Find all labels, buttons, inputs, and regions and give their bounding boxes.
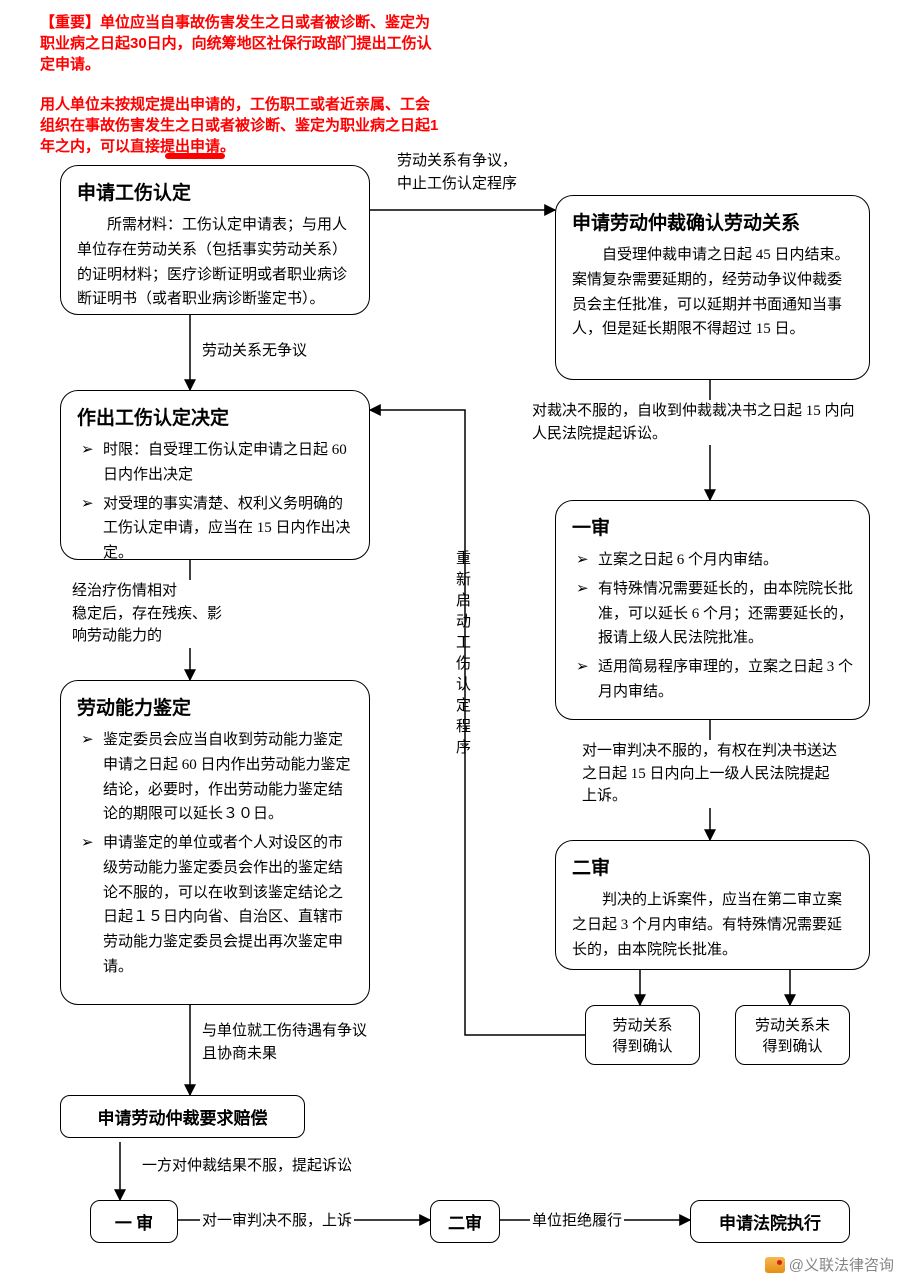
- node-arbitration-confirm: 申请劳动仲裁确认劳动关系 自受理仲裁申请之日起 45 日内结束。案情复杂需要延期…: [555, 195, 870, 380]
- node-relation-not-confirmed: 劳动关系未 得到确认: [735, 1005, 850, 1065]
- node-make-decision: 作出工伤认定决定 时限：自受理工伤认定申请之日起 60 日内作出决定 对受理的事…: [60, 390, 370, 560]
- node-court-enforce: 申请法院执行: [690, 1200, 850, 1243]
- edge-ruling-disagree: 对裁决不服的，自收到仲裁裁决书之日起 15 内向人民法院提起诉讼。: [530, 400, 870, 445]
- node-make-decision-title: 作出工伤认定决定: [77, 403, 353, 430]
- node-first-trial-left-title: 一 审: [115, 1214, 153, 1233]
- list-item: 鉴定委员会应当自收到劳动能力鉴定申请之日起 60 日内作出劳动能力鉴定结论，必要…: [77, 728, 353, 827]
- node-second-trial-right-body: 判决的上诉案件，应当在第二审立案之日起 3 个月内审结。有特殊情况需要延长的，由…: [572, 888, 853, 962]
- vertical-restart-label: 重新启动工伤认定程序: [450, 550, 474, 760]
- node-first-trial-right-title: 一审: [572, 513, 853, 540]
- list-item: 申请鉴定的单位或者个人对设区的市级劳动能力鉴定委员会作出的鉴定结论不服的，可以在…: [77, 831, 353, 980]
- red-underline: [165, 153, 225, 159]
- edge-after-treatment: 经治疗伤情相对 稳定后，存在残疾、影 响劳动能力的: [70, 580, 250, 648]
- weibo-icon: [765, 1257, 785, 1273]
- watermark-text: @义联法律咨询: [789, 1254, 894, 1275]
- node-court-enforce-title: 申请法院执行: [719, 1214, 821, 1233]
- node-second-trial-bottom-title: 二审: [448, 1214, 482, 1233]
- edge-first-appeal: 对一审判决不服，上诉: [200, 1210, 354, 1233]
- node-first-trial-left: 一 审: [90, 1200, 178, 1243]
- edge-refuse-perform: 单位拒绝履行: [530, 1210, 624, 1233]
- list-item: 立案之日起 6 个月内审结。: [572, 548, 853, 573]
- edge-arbitration-disagree: 一方对仲裁结果不服，提起诉讼: [140, 1155, 354, 1178]
- weibo-watermark: @义联法律咨询: [765, 1254, 894, 1275]
- edge-compensation-dispute: 与单位就工伤待遇有争议 且协商未果: [200, 1020, 430, 1065]
- list-item: 适用简易程序审理的，立案之日起 3 个月内审结。: [572, 655, 853, 705]
- important-note-1: 【重要】单位应当自事故伤害发生之日或者被诊断、鉴定为职业病之日起30日内，向统筹…: [40, 12, 440, 75]
- node-second-trial-right-title: 二审: [572, 853, 853, 880]
- node-first-trial-right: 一审 立案之日起 6 个月内审结。 有特殊情况需要延长的，由本院院长批准，可以延…: [555, 500, 870, 720]
- edge-no-dispute: 劳动关系无争议: [200, 340, 309, 363]
- node-apply-injury-body: 所需材料：工伤认定申请表；与用人单位存在劳动关系（包括事实劳动关系）的证明材料；…: [77, 213, 353, 312]
- list-item: 对受理的事实清楚、权利义务明确的工伤认定申请，应当在 15 日内作出决定。: [77, 492, 353, 566]
- node-apply-injury-title: 申请工伤认定: [77, 178, 353, 205]
- node-second-trial-bottom: 二审: [430, 1200, 500, 1243]
- node-second-trial-right: 二审 判决的上诉案件，应当在第二审立案之日起 3 个月内审结。有特殊情况需要延长…: [555, 840, 870, 970]
- node-relation-confirmed: 劳动关系 得到确认: [585, 1005, 700, 1065]
- edge-first-trial-disagree: 对一审判决不服的，有权在判决书送达之日起 15 日内向上一级人民法院提起上诉。: [580, 740, 840, 808]
- edge-dispute: 劳动关系有争议， 中止工伤认定程序: [395, 150, 560, 195]
- node-ability-assess: 劳动能力鉴定 鉴定委员会应当自收到劳动能力鉴定申请之日起 60 日内作出劳动能力…: [60, 680, 370, 1005]
- node-arbitration-confirm-title: 申请劳动仲裁确认劳动关系: [572, 208, 853, 235]
- node-apply-injury: 申请工伤认定 所需材料：工伤认定申请表；与用人单位存在劳动关系（包括事实劳动关系…: [60, 165, 370, 315]
- node-arbitration-confirm-body: 自受理仲裁申请之日起 45 日内结束。案情复杂需要延期的，经劳动争议仲裁委员会主…: [572, 243, 853, 342]
- node-arbitration-compensation-title: 申请劳动仲裁要求赔偿: [98, 1109, 268, 1128]
- node-ability-assess-title: 劳动能力鉴定: [77, 693, 353, 720]
- important-note-2: 用人单位未按规定提出申请的，工伤职工或者近亲属、工会组织在事故伤害发生之日或者被…: [40, 94, 440, 157]
- list-item: 有特殊情况需要延长的，由本院院长批准，可以延长 6 个月；还需要延长的，报请上级…: [572, 577, 853, 651]
- list-item: 时限：自受理工伤认定申请之日起 60 日内作出决定: [77, 438, 353, 488]
- node-arbitration-compensation: 申请劳动仲裁要求赔偿: [60, 1095, 305, 1138]
